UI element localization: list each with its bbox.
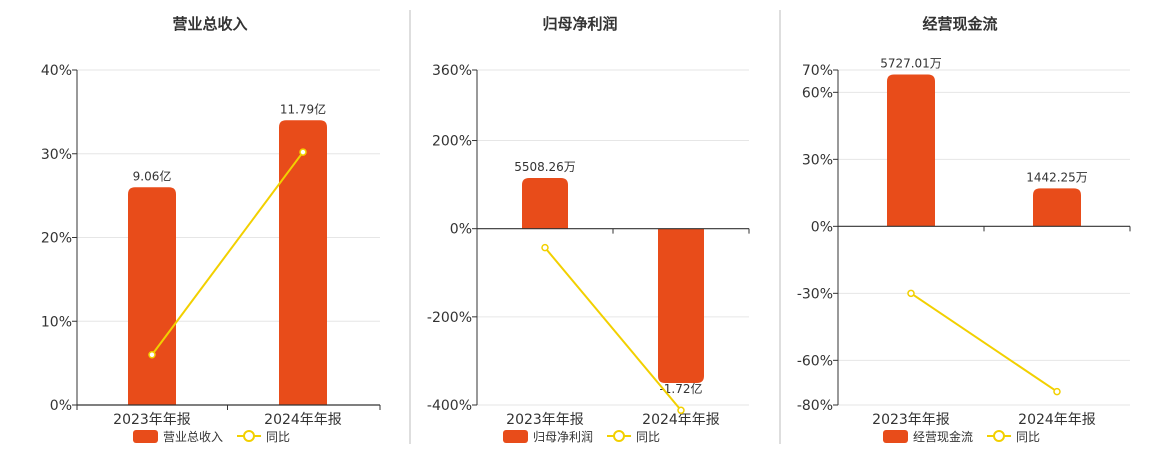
x-tick-label: 2024年年报 xyxy=(1018,412,1096,428)
x-tick-label: 2024年年报 xyxy=(264,412,342,428)
yoy-point xyxy=(677,406,685,415)
legend-line-marker xyxy=(243,430,255,442)
legend-label-bar: 归母净利润 xyxy=(533,430,593,444)
bar-2023年年报 xyxy=(522,177,568,229)
y-tick-label: 10% xyxy=(41,314,72,330)
yoy-point xyxy=(1053,387,1061,396)
x-tick-label: 2024年年报 xyxy=(642,412,720,428)
x-tick-label: 2023年年报 xyxy=(113,412,191,428)
y-tick-label: 0% xyxy=(811,219,833,235)
bar-2024年年报 xyxy=(1033,188,1081,227)
bar-data-label: 9.06亿 xyxy=(133,168,172,183)
legend-bar-swatch xyxy=(503,430,528,443)
legend-label-bar: 营业总收入 xyxy=(163,430,223,444)
y-tick-label: 0% xyxy=(50,398,72,414)
y-tick-label: -400% xyxy=(427,398,472,414)
bar-data-label: 11.79亿 xyxy=(280,101,326,116)
chart-title: 营业总收入 xyxy=(172,15,247,33)
legend-label-bar: 经营现金流 xyxy=(913,429,973,444)
y-tick-label: 200% xyxy=(432,134,472,150)
legend-line-marker xyxy=(993,430,1005,442)
chart-title: 经营现金流 xyxy=(922,15,997,33)
y-tick-label: 60% xyxy=(802,85,833,101)
legend-label-line: 同比 xyxy=(636,430,660,444)
bar-2024年年报 xyxy=(279,120,327,405)
bar-data-label: 1442.25万 xyxy=(1026,170,1088,184)
y-tick-label: -80% xyxy=(797,398,833,414)
y-tick-label: 30% xyxy=(41,147,72,163)
bar-2023年年报 xyxy=(128,187,176,405)
y-tick-label: 70% xyxy=(802,63,833,79)
yoy-point xyxy=(299,148,307,156)
y-tick-label: 0% xyxy=(450,222,472,238)
bar-2024年年报 xyxy=(658,228,704,383)
chart-panel-2: 归母净利润 360% 200% 0% -200% -400% 5508.26万 -1.72亿 2… xyxy=(427,15,750,444)
legend-line-marker xyxy=(613,430,625,442)
x-tick-label: 2023年年报 xyxy=(506,412,584,428)
yoy-line xyxy=(910,292,1058,393)
legend-bar-swatch xyxy=(883,430,908,443)
y-tick-label: -60% xyxy=(797,353,833,369)
chart-panel-3: 经营现金流 70% 60% 30% 0% -30% -60% -80% 5727.01万 1442… xyxy=(797,15,1131,444)
y-tick-label: 20% xyxy=(41,231,72,247)
y-tick-label: 30% xyxy=(802,152,833,168)
y-tick-label: 360% xyxy=(432,63,472,79)
yoy-point xyxy=(148,351,156,359)
yoy-point xyxy=(907,289,915,298)
legend-bar-swatch xyxy=(133,430,158,443)
yoy-point xyxy=(541,243,549,252)
chart-title: 归母净利润 xyxy=(542,15,617,33)
y-tick-label: -30% xyxy=(797,286,833,302)
bar-data-label: 5727.01万 xyxy=(880,56,942,70)
yoy-line xyxy=(151,151,304,356)
chart-panel-1: 营业总收入 40% 30% 20% 10% 0% 9.06亿 11.79亿 2023年年报 202… xyxy=(41,15,381,444)
x-tick-label: 2023年年报 xyxy=(872,412,950,428)
legend-label-line: 同比 xyxy=(1016,430,1040,444)
y-tick-label: -200% xyxy=(427,310,472,326)
bar-2023年年报 xyxy=(887,74,935,227)
bar-data-label: -1.72亿 xyxy=(659,381,702,396)
yoy-line xyxy=(544,246,682,411)
legend-label-line: 同比 xyxy=(266,430,290,444)
y-tick-label: 40% xyxy=(41,63,72,79)
bar-data-label: 5508.26万 xyxy=(514,160,576,174)
